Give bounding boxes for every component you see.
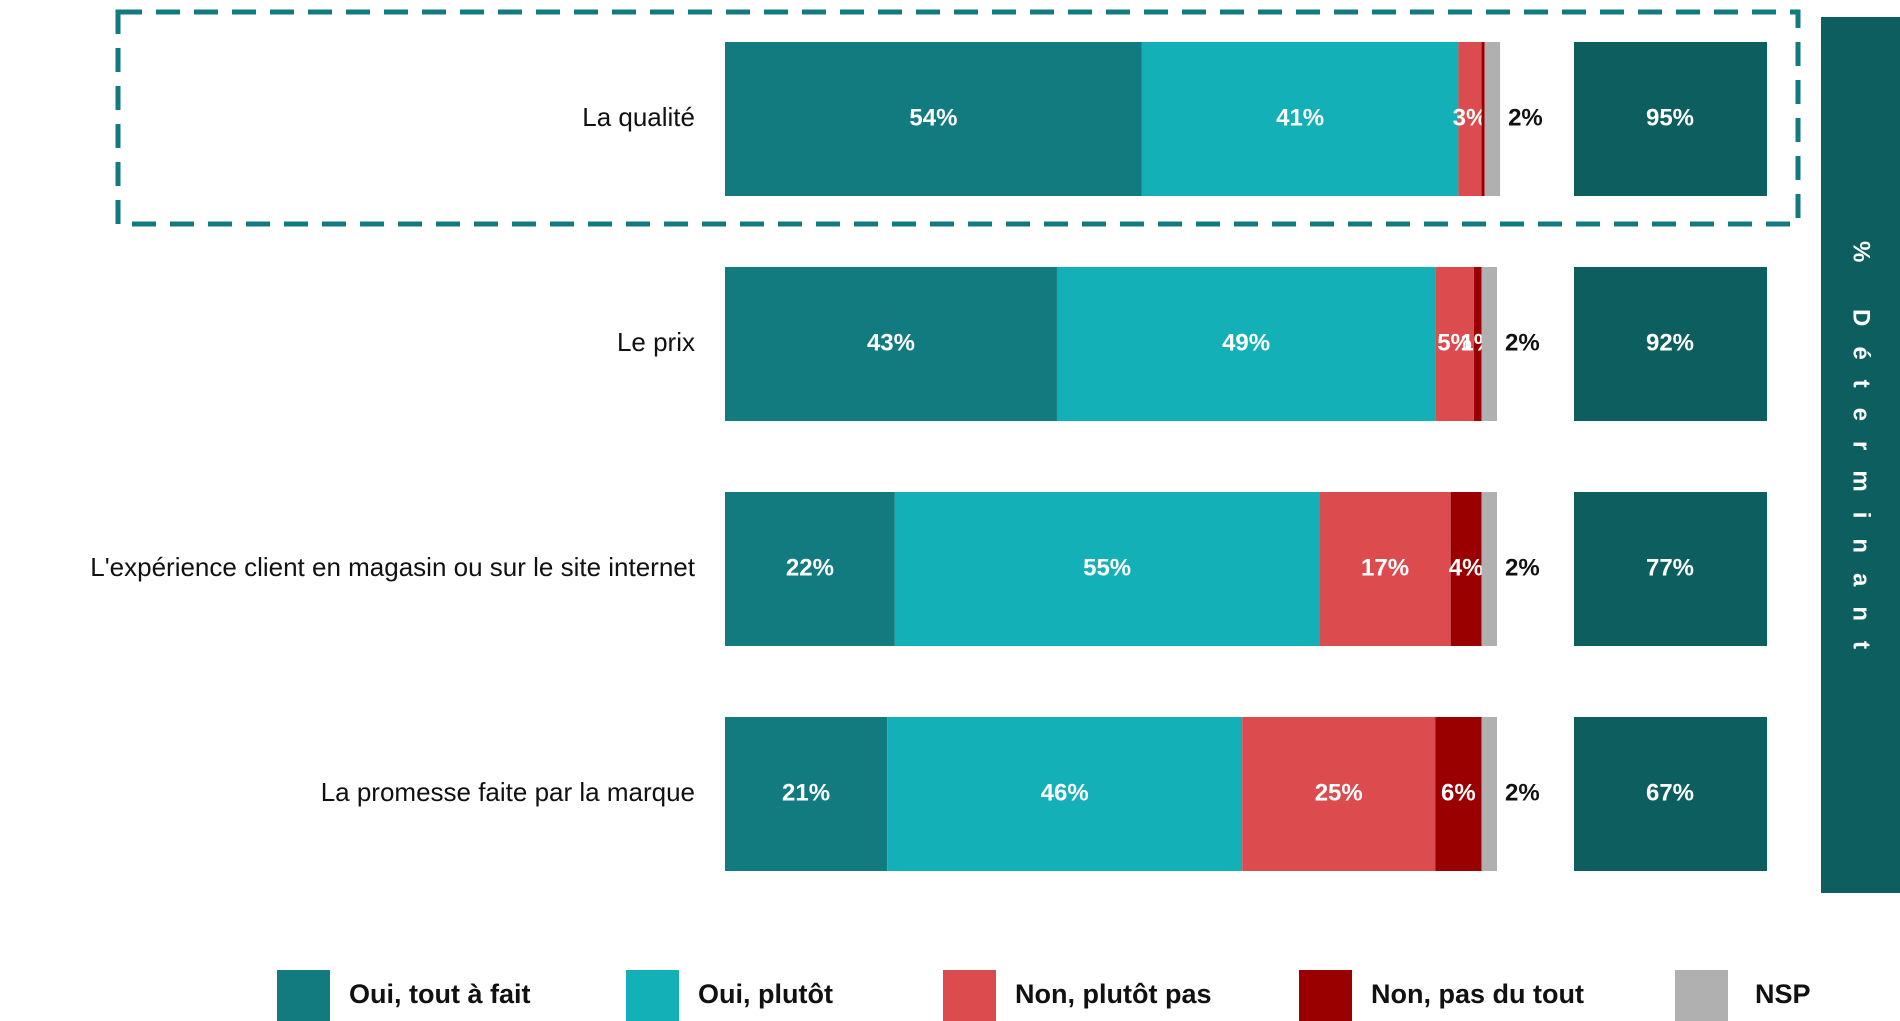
bar-segment	[1481, 492, 1497, 646]
data-label: 55%	[1083, 554, 1131, 581]
legend-swatch	[626, 970, 679, 1021]
legend-swatch	[1675, 970, 1728, 1021]
total-label: 77%	[1646, 554, 1694, 581]
data-label: 5%	[1437, 329, 1472, 356]
legend-swatch	[1299, 970, 1352, 1021]
data-label: 41%	[1276, 104, 1324, 131]
totals-panel	[1821, 17, 1900, 893]
bar-segment	[1435, 717, 1482, 871]
bar-segment	[1481, 717, 1497, 871]
data-label: 43%	[867, 329, 915, 356]
legend-label: Oui, plutôt	[698, 979, 833, 1009]
legend-label: Non, plutôt pas	[1015, 979, 1211, 1009]
total-box	[1574, 267, 1767, 421]
data-label: 49%	[1222, 329, 1270, 356]
legend-label: Non, pas du tout	[1371, 979, 1584, 1009]
data-label: 46%	[1041, 779, 1089, 806]
data-label: 2%	[1505, 329, 1540, 356]
bar-segment	[1458, 42, 1482, 196]
bar-segment	[1141, 42, 1459, 196]
category-label: La promesse faite par la marque	[321, 777, 695, 807]
highlight-frame	[115, 9, 1801, 227]
category-label: La qualité	[582, 102, 695, 132]
data-label: 2%	[1508, 104, 1543, 131]
data-label: 3%	[1453, 104, 1488, 131]
bar-segment	[1450, 492, 1482, 646]
category-label: Le prix	[617, 327, 695, 357]
bar-segment	[725, 42, 1142, 196]
legend-label: NSP	[1755, 979, 1811, 1009]
bar-segment	[1473, 267, 1482, 421]
data-label: 6%	[1441, 779, 1476, 806]
legend-swatch	[943, 970, 996, 1021]
bar-segment	[1481, 42, 1485, 196]
data-label: 2%	[1505, 554, 1540, 581]
bar-segment	[725, 267, 1057, 421]
bar-segment	[1319, 492, 1451, 646]
data-label: 22%	[786, 554, 834, 581]
total-box	[1574, 42, 1767, 196]
total-label: 95%	[1646, 104, 1694, 131]
data-label: 4%	[1449, 554, 1484, 581]
bar-segment	[725, 492, 895, 646]
bar-segment	[725, 717, 888, 871]
bar-segment	[1435, 267, 1474, 421]
bar-segment	[1056, 267, 1436, 421]
total-label: 92%	[1646, 329, 1694, 356]
bar-segment	[1481, 267, 1497, 421]
bar-segment	[894, 492, 1320, 646]
bar-segment	[1484, 42, 1501, 196]
totals-title: % Déterminant	[1848, 241, 1875, 669]
legend-swatch	[277, 970, 330, 1021]
bar-segment	[887, 717, 1243, 871]
data-label: 2%	[1505, 779, 1540, 806]
total-label: 67%	[1646, 779, 1694, 806]
total-box	[1574, 717, 1767, 871]
total-box	[1574, 492, 1767, 646]
data-label: 21%	[782, 779, 830, 806]
bar-segment	[1242, 717, 1436, 871]
data-label: 17%	[1361, 554, 1409, 581]
data-label: 54%	[909, 104, 957, 131]
category-label: L'expérience client en magasin ou sur le…	[90, 552, 696, 582]
legend-label: Oui, tout à fait	[349, 979, 531, 1009]
data-label: 25%	[1315, 779, 1363, 806]
